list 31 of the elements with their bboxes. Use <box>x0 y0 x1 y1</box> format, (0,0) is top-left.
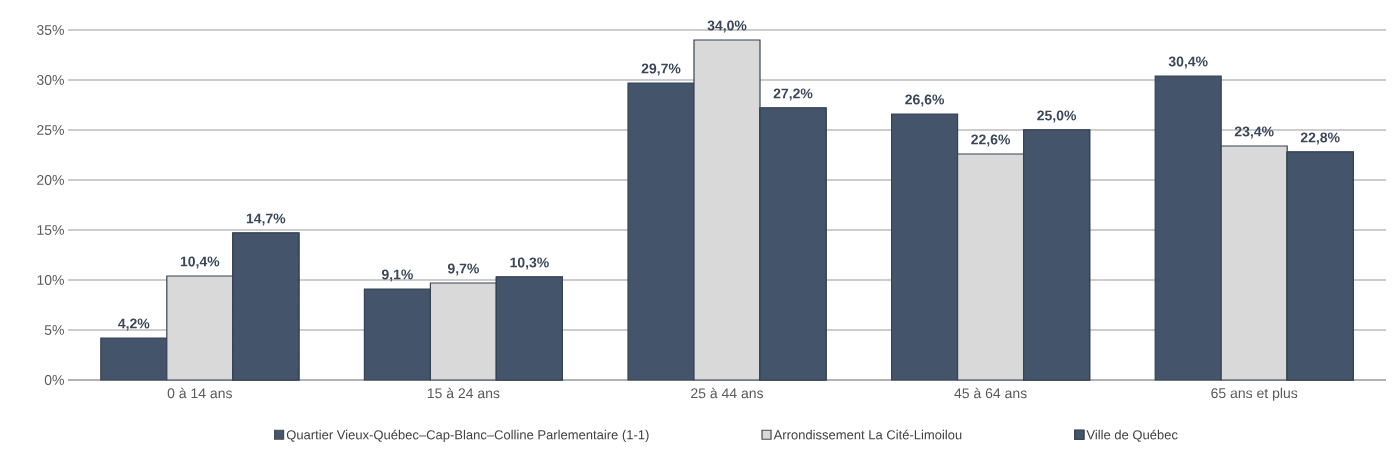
y-tick-label: 5% <box>44 325 64 335</box>
y-tick-label: 35% <box>36 25 64 35</box>
x-tick-label: 45 à 64 ans <box>954 387 1027 399</box>
data-label: 23,4% <box>1234 126 1274 139</box>
data-label: 30,4% <box>1168 56 1208 69</box>
data-label: 10,3% <box>510 257 549 270</box>
data-label: 34,0% <box>707 20 747 33</box>
y-tick-label: 10% <box>37 275 64 285</box>
y-tick-label: 30% <box>36 75 64 85</box>
y-tick-label: 20% <box>37 175 64 185</box>
legend-label: Arrondissement La Cité-Limoilou <box>773 429 962 440</box>
y-tick-label: 0% <box>44 375 64 385</box>
data-label: 29,7% <box>641 63 681 76</box>
x-tick-label: 65 ans et plus <box>1211 387 1298 401</box>
y-tick-label: 25% <box>37 125 64 135</box>
data-label: 9,1% <box>381 269 413 282</box>
data-label: 10,4% <box>180 256 220 269</box>
data-label: 9,7% <box>447 263 479 276</box>
data-label: 25,0% <box>1037 110 1077 123</box>
legend-label: Quartier Vieux-Québec–Cap-Blanc–Colline Parlementaire (1-1) <box>286 429 649 442</box>
legend-label: Ville de Québec <box>1086 429 1178 442</box>
data-label: 22,6% <box>971 134 1011 147</box>
data-label: 14,7% <box>246 213 286 226</box>
x-tick-label: 0 à 14 ans <box>167 387 232 399</box>
data-label: 27,2% <box>773 88 813 101</box>
y-tick-label: 15% <box>37 225 64 235</box>
x-tick-label: 25 à 44 ans <box>691 387 764 399</box>
data-label: 26,6% <box>905 94 945 107</box>
data-label: 4,2% <box>118 318 150 331</box>
x-tick-label: 15 à 24 ans <box>427 387 500 399</box>
data-label: 22,8% <box>1300 132 1340 145</box>
